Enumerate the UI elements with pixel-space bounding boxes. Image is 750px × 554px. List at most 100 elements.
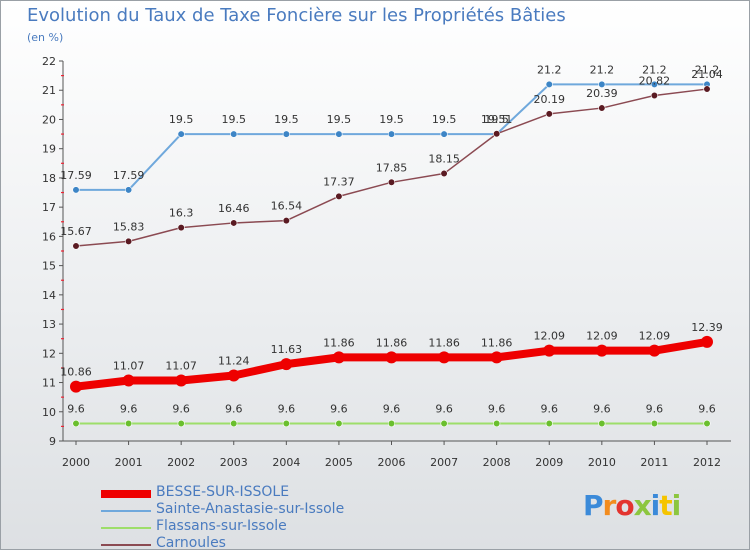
data-point — [122, 374, 135, 387]
y-tick-label: 10 — [42, 406, 56, 419]
data-label: 9.6 — [488, 402, 506, 415]
data-point — [545, 419, 553, 428]
data-label: 12.09 — [586, 330, 618, 343]
data-label: 17.37 — [323, 175, 355, 188]
data-point — [440, 130, 448, 138]
data-point — [175, 374, 188, 387]
data-point — [493, 419, 501, 428]
x-tick-label: 2000 — [62, 456, 90, 469]
data-label: 9.6 — [278, 402, 296, 415]
data-point — [385, 351, 398, 364]
data-point — [177, 224, 185, 232]
legend-label: BESSE-SUR-ISSOLE — [156, 484, 290, 500]
y-tick-label: 16 — [42, 230, 56, 243]
data-point — [595, 344, 608, 357]
data-point — [387, 130, 396, 138]
data-label: 16.3 — [169, 207, 194, 220]
data-point — [335, 419, 343, 428]
data-point — [282, 130, 290, 138]
data-label: 20.39 — [586, 87, 618, 100]
x-tick-label: 2002 — [167, 456, 195, 469]
data-point — [332, 351, 345, 364]
data-label: 12.09 — [534, 330, 566, 343]
data-label: 9.6 — [646, 402, 664, 415]
data-point — [230, 130, 238, 138]
data-point — [124, 186, 133, 194]
data-point — [648, 344, 661, 357]
y-tick-label: 13 — [42, 318, 56, 331]
y-tick-label: 15 — [42, 260, 56, 273]
data-label: 9.6 — [225, 402, 243, 415]
x-tick-label: 2001 — [115, 456, 143, 469]
data-point — [650, 419, 659, 428]
y-tick-label: 17 — [42, 201, 56, 214]
x-tick-label: 2010 — [588, 456, 616, 469]
data-label: 9.6 — [172, 402, 190, 415]
data-point — [703, 419, 711, 428]
legend-swatch — [101, 510, 151, 512]
logo-letter: i — [650, 489, 661, 522]
data-label: 11.63 — [271, 343, 303, 356]
x-tick-label: 2007 — [430, 456, 458, 469]
chart-title: Evolution du Taux de Taxe Foncière sur l… — [27, 5, 566, 26]
data-point — [598, 80, 606, 88]
x-tick-label: 2009 — [535, 456, 563, 469]
legend-swatch — [101, 527, 151, 529]
y-tick-label: 20 — [42, 113, 56, 126]
data-label: 20.82 — [639, 74, 671, 87]
data-point — [280, 358, 293, 371]
data-point — [335, 130, 343, 138]
data-point — [545, 110, 553, 118]
data-label: 9.6 — [593, 402, 611, 415]
line-chart: 9 10 11 12 13 14 15 16 17 18 19 20 21 22 2000 2001 2002 2… — [42, 55, 731, 469]
data-label: 11.07 — [165, 359, 197, 372]
data-label: 11.86 — [376, 336, 408, 349]
data-label: 9.6 — [120, 402, 138, 415]
data-point — [440, 169, 448, 178]
data-label: 9.6 — [330, 402, 348, 415]
data-point — [70, 380, 82, 393]
logo-letter: x — [633, 489, 652, 522]
y-tick-label: 9 — [49, 435, 56, 448]
data-point — [543, 344, 556, 357]
data-point — [230, 419, 238, 428]
data-label: 11.86 — [428, 336, 460, 349]
data-point — [650, 91, 659, 100]
logo-letter: r — [602, 489, 617, 522]
x-tick-label: 2003 — [220, 456, 248, 469]
data-label: 16.54 — [271, 200, 303, 213]
legend-swatch — [101, 490, 151, 498]
data-point — [440, 419, 448, 428]
y-tick-label: 19 — [42, 143, 56, 156]
data-point — [177, 419, 185, 428]
data-label: 21.2 — [642, 63, 667, 76]
y-tick-label: 14 — [42, 289, 56, 302]
legend-label: Carnoules — [156, 535, 226, 551]
data-label: 20.19 — [534, 93, 566, 106]
data-label: 19.5 — [222, 113, 247, 126]
data-label: 21.04 — [691, 68, 723, 81]
x-tick-label: 2008 — [483, 456, 511, 469]
data-label: 9.6 — [383, 402, 401, 415]
data-label: 11.86 — [323, 336, 355, 349]
logo-letter: i — [671, 489, 682, 522]
data-label: 19.5 — [169, 113, 194, 126]
data-label: 19.51 — [481, 113, 513, 126]
data-label: 21.2 — [537, 63, 562, 76]
data-label: 9.6 — [541, 402, 559, 415]
data-point — [227, 369, 240, 382]
data-point — [598, 419, 606, 428]
data-label: 19.5 — [327, 113, 352, 126]
data-point — [387, 178, 396, 186]
data-label: 17.59 — [113, 169, 145, 182]
data-label: 19.5 — [274, 113, 299, 126]
x-tick-label: 2006 — [378, 456, 406, 469]
x-tick-label: 2012 — [693, 456, 721, 469]
data-point — [490, 351, 503, 364]
data-label: 12.09 — [639, 330, 671, 343]
data-point — [282, 217, 290, 225]
data-label: 21.2 — [695, 63, 720, 76]
logo-letter: t — [659, 489, 672, 522]
legend-label: Flassans-sur-Issole — [156, 518, 287, 534]
data-label: 19.5 — [484, 113, 509, 126]
